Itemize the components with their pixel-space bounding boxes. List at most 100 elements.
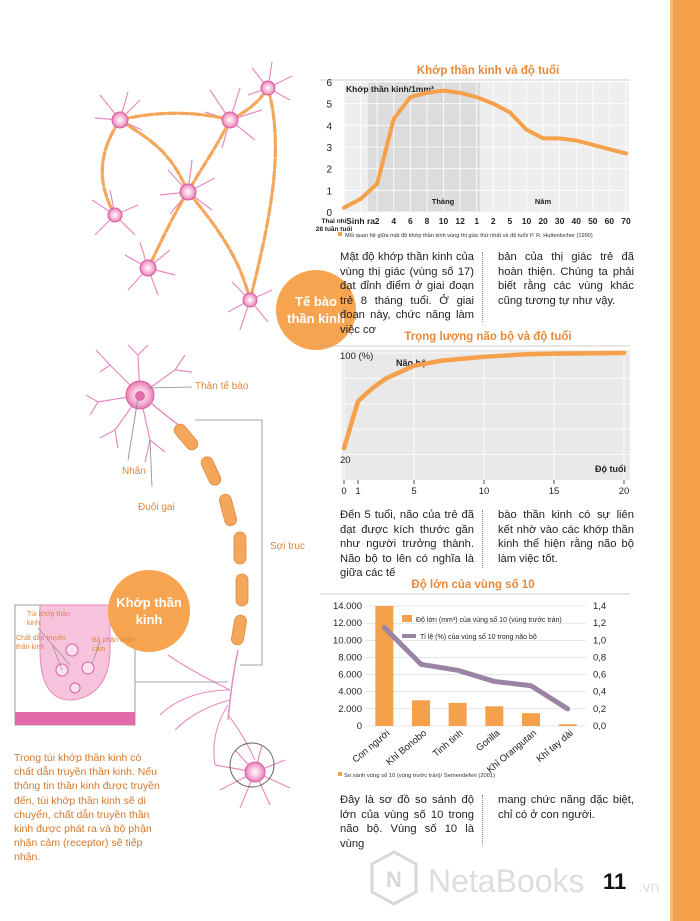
axon-myelin [173,423,249,646]
chart1-xtick: Thai nhi 28 tuần tuổi [316,218,353,233]
chart3-legend-bar-swatch [402,615,412,622]
chart1-ytick: 1 [326,186,332,197]
para3-divider [482,795,483,845]
synapse-caption: Trong túi khớp thần kinh có chất dẫn tru… [14,752,160,864]
chart3-left-tick: 2.000 [338,704,362,715]
neuron-circle-label: Tế bào thần kinh [276,270,356,350]
chart3-left-tick: 12.000 [333,618,362,629]
para3-left: Đây là sơ đồ so sánh độ lớn của vùng số … [340,794,474,850]
chart3-left-tick: 8.000 [338,652,362,663]
chart1-ylabel: Khớp thần kinh/1mm³ [346,84,434,94]
chart3-legend-line-swatch [402,634,416,638]
watermark-text: NetaBooks [428,863,585,899]
leader-lines [110,386,263,683]
chart2-y-low: 20 [340,455,351,466]
chart3-bar [412,700,430,726]
chart3-bar [485,706,504,726]
chart1-series-line [342,88,628,210]
chart1-xtick: Sinh ra [346,216,375,226]
chart1-source-marker [338,232,342,236]
chart1-xtick: 50 [588,216,598,226]
dendrite-label: Đuôi gai [138,502,175,513]
chart3-legend-line: Tỉ lệ (%) của vùng số 10 trong não bộ [420,632,537,641]
chart3-right-tick: 0,4 [593,687,606,698]
network-cell-bodies [107,80,276,308]
synapse-inset [14,604,136,726]
para2-left: Đến 5 tuổi, não của trẻ đã đạt được kích… [340,509,474,580]
chart2-title: Trọng lượng não bộ và độ tuổi [404,331,571,343]
page-number: 11 [603,869,627,894]
chart1-xtick: 4 [391,216,396,226]
chart2-series-line [341,350,627,451]
chart2-xtick: 1 [355,486,360,497]
chart1-band-years: Năm [535,197,552,206]
chart1-ytick: 0 [326,208,332,219]
brain-weight-chart: Trọng lượng não bộ và độ tuổi 100 (%) 20… [320,331,630,497]
netabooks-watermark: N NetaBooks .vn [370,850,659,906]
chart1-xtick: 60 [605,216,615,226]
chart1-xtick: 30 [555,216,565,226]
chart1-title: Khớp thần kinh và độ tuổi [417,65,559,77]
chart2-series-label: Não bộ [396,358,427,368]
page-edge-tab [670,0,700,921]
nucleus-shape [135,391,145,401]
para2-divider [482,510,483,568]
chart3-bar [522,713,540,726]
chart3-left-tick: 10.000 [333,635,362,646]
chart3-category: Khỉ Bonobo [384,728,429,768]
para1-right: bản của thị giác trẻ đã hoàn thiện. Chún… [498,251,634,307]
chart3-right-tick: 0,0 [593,721,606,732]
vesicle-label: Túi khớp thần kinh [27,611,71,627]
chart3-category: Tinh tinh [431,728,466,760]
chart1-ytick: 2 [326,165,332,176]
chart1-ytick: 3 [326,143,332,154]
chart1-ytick: 4 [326,121,332,132]
chart1-ytick: 6 [326,78,332,89]
para1-divider [482,252,483,322]
chart3-right-tick: 1,2 [593,618,606,629]
chart2-xtick: 5 [411,486,416,497]
cell-body-label: Thân tế bào [195,381,249,392]
chart1-xtick: 2 [491,216,496,226]
axon-label: Sợi trục [270,541,305,552]
axon-terminals [159,654,256,766]
chart1-ytick: 5 [326,100,332,111]
chart1-xtick: 40 [572,216,582,226]
chart2-xtick: 20 [619,486,630,497]
chart1-xtick: 12 [455,216,465,226]
para2-right: bào thần kinh có sự liên kết nhờ vào các… [498,509,634,565]
chart3-right-tick: 1,4 [593,601,606,612]
chart3-ratio-line [381,624,571,712]
chart3-category: Gorilla [474,727,503,754]
chart3-bar [558,724,577,726]
chart3-right-tick: 0,6 [593,670,606,681]
chart1-band-months: Tháng [432,197,455,206]
transmitter-label: Chất dẫn truyền thần kinh [16,635,66,651]
chart3-left-tick: 4.000 [338,687,362,698]
chart1-source: Mối quan hệ giữa mật độ khớp thần kinh v… [345,232,593,239]
chart1-xtick: 8 [425,216,430,226]
svg-text:N: N [386,867,402,892]
chart3-bar [375,606,394,726]
chart3-right-tick: 0,2 [593,704,606,715]
chart1-xtick: 10 [439,216,449,226]
chart3-category: Khỉ tay dài [535,728,576,765]
nucleus-label: Nhân [122,466,146,477]
chart1-xtick: 6 [408,216,413,226]
chart1-xtick: 20 [538,216,548,226]
para3-right: mang chức năng đặc biệt, chỉ có ở con ng… [498,794,634,821]
chart3-bar [448,702,467,726]
chart1-xtick: 10 [522,216,532,226]
chart3-source: So sánh vùng số 10 (vùng trước trán)/ Se… [344,773,495,779]
area10-chart: Độ lớn của vùng số 10 14.000 12.000 10.000… [320,579,630,779]
chart3-legend-bar: Độ lớn (mm³) của vùng số 10 (vùng trước … [416,615,562,624]
chart1-xtick: 1 [474,216,479,226]
chart1-xtick: 2 [375,216,380,226]
chart3-left-tick: 14.000 [333,601,362,612]
synapse-highlight-ring [229,742,275,788]
chart3-left-tick: 0 [357,721,362,732]
watermark-suffix: .vn [638,879,659,896]
chart2-xlabel: Độ tuổi [595,464,626,474]
chart3-right-tick: 1,0 [593,635,606,646]
chart1-xtick: 70 [621,216,631,226]
